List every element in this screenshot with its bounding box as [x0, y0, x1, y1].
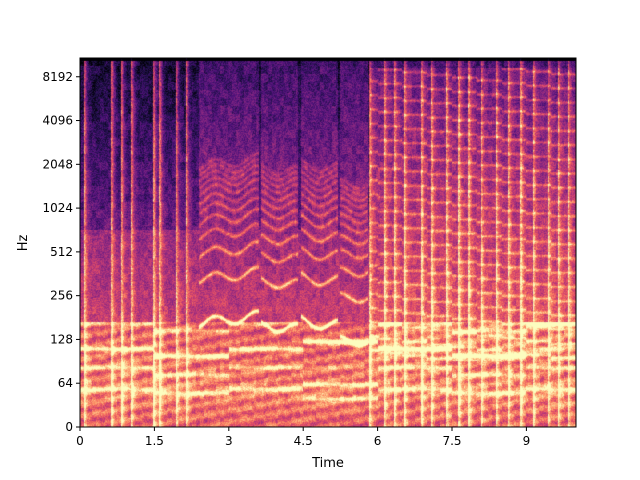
x-tick-label: 3	[225, 434, 233, 448]
y-tick-label: 1024	[42, 201, 73, 215]
y-tick-label: 256	[50, 289, 73, 303]
plot-frame	[79, 57, 577, 428]
y-axis-label: Hz	[16, 235, 31, 252]
x-axis-label: Time	[311, 456, 344, 471]
y-tick-label: 2048	[42, 157, 73, 171]
x-tick-label: 7.5	[442, 434, 461, 448]
spectrogram-plot-area	[79, 57, 577, 428]
y-axis: 0 64 128 256 512 1024 2048 4096 8192	[42, 70, 80, 434]
x-tick-label: 9	[523, 434, 531, 448]
x-tick-label: 4.5	[294, 434, 313, 448]
y-tick-label: 512	[50, 245, 73, 259]
x-tick-label: 6	[374, 434, 382, 448]
y-tick-label: 8192	[42, 70, 73, 84]
y-tick-label: 0	[65, 420, 73, 434]
x-axis: 0 1.5 3 4.5 6 7.5 9	[76, 427, 530, 448]
y-tick-label: 4096	[42, 114, 73, 128]
x-tick-label: 0	[76, 434, 84, 448]
y-tick-label: 128	[50, 332, 73, 346]
spectrogram-heatmap	[80, 58, 576, 427]
y-tick-label: 64	[58, 376, 73, 390]
x-tick-label: 1.5	[145, 434, 164, 448]
